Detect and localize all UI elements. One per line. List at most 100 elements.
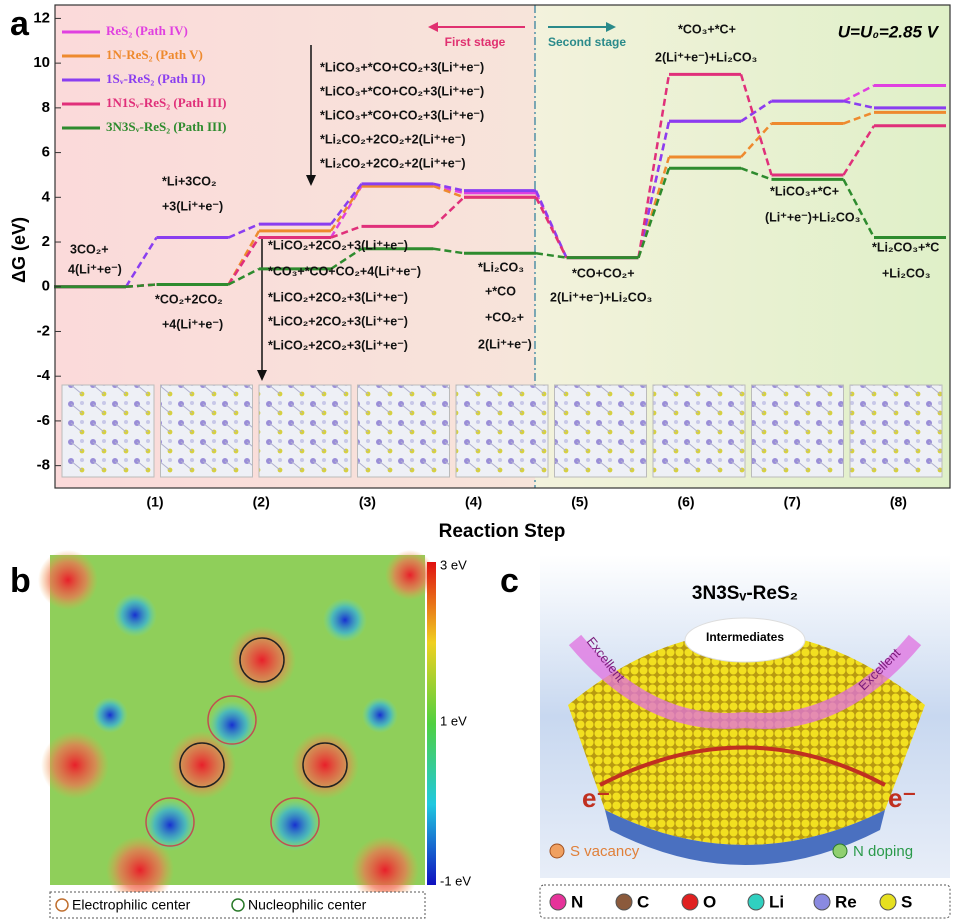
legend-symbol <box>55 898 69 912</box>
connector <box>227 267 260 286</box>
annotation: *Li+3CO₂ <box>162 174 217 188</box>
electron-label: e⁻ <box>582 783 610 813</box>
atom-label: O <box>703 892 716 911</box>
connector <box>330 225 362 239</box>
annotation: 2(Li⁺+e⁻) <box>478 337 532 351</box>
atom-label: C <box>637 892 649 911</box>
structure-image <box>160 384 253 478</box>
cloud-label: Intermediates <box>706 630 784 644</box>
connector <box>637 121 671 258</box>
y-tick-label: 10 <box>33 54 50 71</box>
connector <box>329 185 363 232</box>
colorbar <box>427 562 436 885</box>
annotation: 3CO₂+ <box>70 242 109 256</box>
annotation: 2(Li⁺+e⁻)+Li₂CO₃ <box>655 50 758 64</box>
annotation: +3(Li⁺+e⁻) <box>162 199 223 213</box>
note-symbol <box>549 843 565 859</box>
colorbar-label: 1 eV <box>440 713 467 728</box>
annotation: +Li₂CO₃ <box>882 266 931 280</box>
y-tick-label: 0 <box>42 278 50 295</box>
plot-frame <box>54 4 951 489</box>
arrowhead <box>428 22 438 32</box>
catalyst-base <box>605 810 885 865</box>
scene-title: 3N3Sᵥ-ReS₂ <box>692 583 798 604</box>
annotation: *Li₂CO₃+*C <box>872 240 939 254</box>
connector <box>843 111 875 125</box>
atom-label: Re <box>835 892 857 911</box>
panel-a: a ΔG (eV) Reaction Step U=U₀=2.85 V Firs… <box>9 4 951 542</box>
connector <box>740 100 773 123</box>
panel-label: c <box>500 562 519 600</box>
y-tick-label: 2 <box>42 233 50 250</box>
y-tick-label: 8 <box>42 99 50 116</box>
arrowhead <box>606 22 616 32</box>
panel-label: a <box>10 5 30 43</box>
annotation: +*CO <box>485 284 516 298</box>
panel-c: c Intermediates 3N3Sᵥ-ReS₂ Excellent Exc… <box>500 555 951 919</box>
atom-label: Li <box>769 892 784 911</box>
atom-symbol <box>549 893 567 911</box>
structure-image <box>455 384 549 478</box>
note: N doping <box>853 843 913 860</box>
annotation: *CO₃+*C+ <box>678 22 736 36</box>
annotation: *LiCO₃+*CO+CO₂+3(Li⁺+e⁻) <box>320 108 484 122</box>
connector <box>843 99 875 110</box>
legend-label: 3N3Sᵥ-ReS₂ (Path III) <box>106 119 226 134</box>
connector <box>637 167 671 259</box>
annotation: 2(Li⁺+e⁻)+Li₂CO₃ <box>550 290 653 304</box>
annotation: *Li₂CO₂+2CO₂+2(Li⁺+e⁻) <box>320 132 466 146</box>
annotation: (Li⁺+e⁻)+Li₂CO₃ <box>765 210 861 224</box>
structure-strip <box>61 384 943 478</box>
annotation: *LiCO₃+*CO+CO₂+3(Li⁺+e⁻) <box>320 84 484 98</box>
annotation: *LiCO₂+2CO₂+3(Li⁺+e⁻) <box>268 314 408 328</box>
annotation: *LiCO₃+*C+ <box>770 184 839 198</box>
panel-b: b 3 eV 1 eV -1 eV Electrophilic center N… <box>10 550 471 919</box>
structure-image <box>652 384 746 478</box>
y-axis-label: ΔG (eV) <box>9 217 29 283</box>
connector <box>535 251 567 259</box>
colorbar-label: 3 eV <box>440 557 467 572</box>
legend-label: ReS₂ (Path IV) <box>106 23 188 38</box>
y-tick-label: -8 <box>37 457 50 474</box>
connector <box>842 125 876 176</box>
y-tick-label: -2 <box>37 322 50 339</box>
structure-image <box>554 384 647 478</box>
connector <box>433 184 465 199</box>
x-tick-label: (2) <box>253 494 270 510</box>
y-tick-label: -6 <box>37 412 50 429</box>
annotation: 4(Li⁺+e⁻) <box>68 262 122 276</box>
x-tick-label: (4) <box>465 494 482 510</box>
connector <box>433 182 465 192</box>
note-symbol <box>832 843 848 859</box>
x-tick-label: (1) <box>146 494 163 510</box>
electron-arrow <box>599 745 886 787</box>
arrowhead <box>306 175 316 186</box>
connector <box>432 196 465 228</box>
stage-label: First stage <box>445 35 506 49</box>
stage-label: Second stage <box>548 35 626 49</box>
atom-symbol <box>615 893 633 911</box>
x-tick-label: (8) <box>890 494 907 510</box>
annotation: *LiCO₂+2CO₂+3(Li⁺+e⁻) <box>268 290 408 304</box>
atom-symbol <box>681 893 699 911</box>
connector <box>433 247 465 255</box>
y-tick-label: 6 <box>42 144 50 161</box>
legend-label: 1N-ReS₂ (Path V) <box>106 47 203 62</box>
annotation: *LiCO₂+2CO₂+3(Li⁺+e⁻) <box>268 238 408 252</box>
electron-label: e⁻ <box>888 783 916 813</box>
annotation: *LiCO₂+2CO₂+3(Li⁺+e⁻) <box>268 338 408 352</box>
legend-box <box>539 884 951 919</box>
connector <box>227 222 260 239</box>
structure-image <box>751 384 844 478</box>
annotation: *Li₂CO₃ <box>478 260 524 274</box>
annotation: *LiCO₃+*CO+CO₂+3(Li⁺+e⁻) <box>320 60 484 74</box>
structure-image <box>258 384 352 478</box>
structure-image <box>357 384 450 478</box>
legend-label: 1Sᵥ-ReS₂ (Path II) <box>106 71 206 86</box>
y-tick-label: -4 <box>37 367 51 384</box>
annotation: *Li₂CO₂+2CO₂+2(Li⁺+e⁻) <box>320 156 466 170</box>
catalyst-surface <box>568 632 925 845</box>
atom-symbol <box>879 893 897 911</box>
connector <box>227 236 261 286</box>
